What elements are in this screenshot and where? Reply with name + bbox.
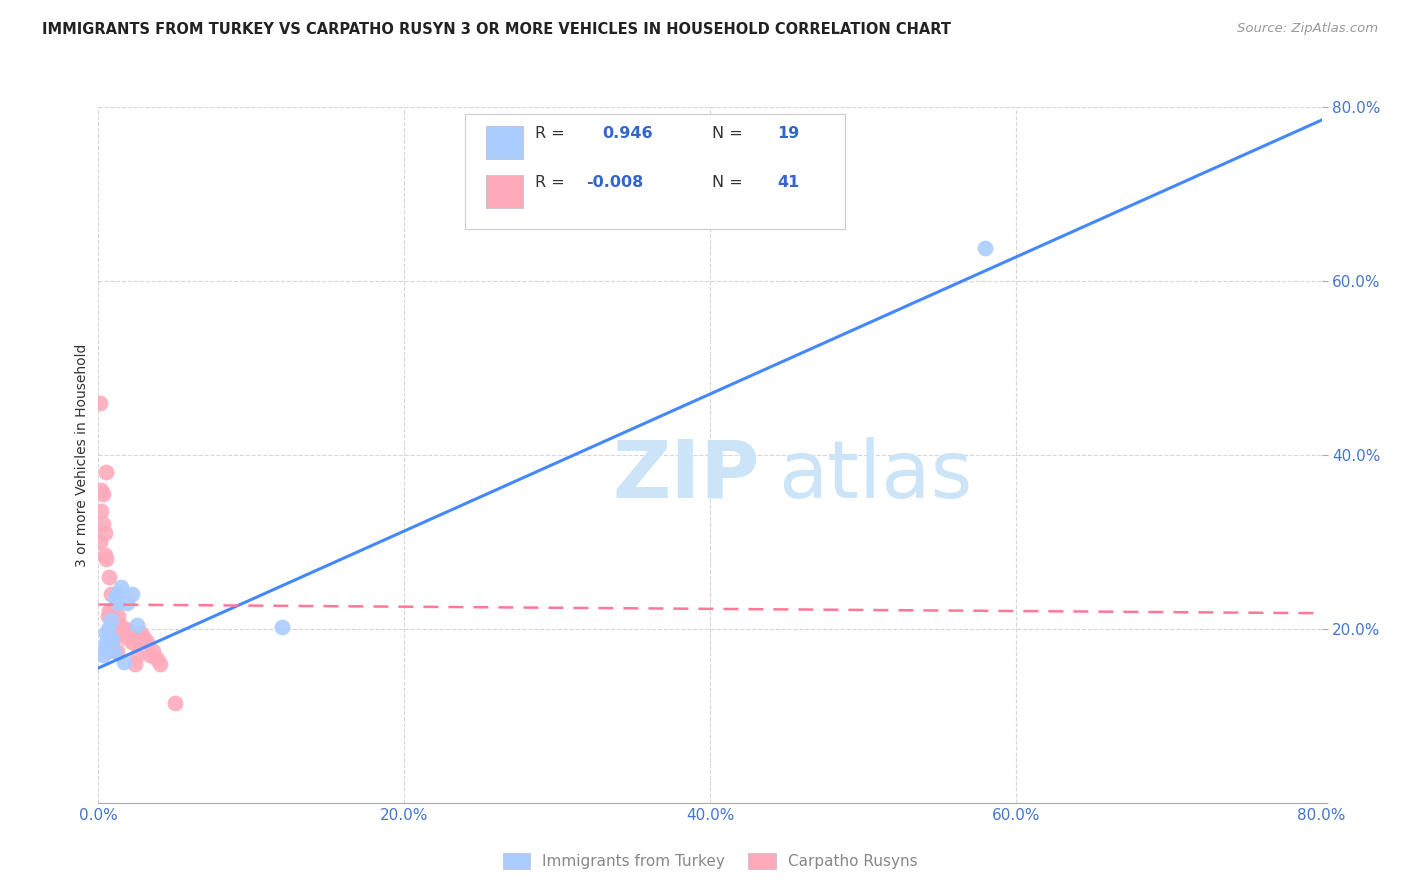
Point: [121, 587, 143, 601]
Point: [89, 396, 111, 410]
Point: [90, 504, 112, 518]
Point: [128, 635, 150, 649]
Text: N =: N =: [713, 175, 748, 189]
Point: [110, 580, 132, 594]
Point: [89, 534, 111, 549]
Point: [118, 626, 141, 640]
Point: [103, 643, 125, 657]
Point: [149, 657, 172, 671]
Point: [91, 648, 114, 662]
Point: [93, 640, 115, 655]
Point: [107, 608, 129, 623]
Point: [121, 635, 143, 649]
Point: [111, 626, 134, 640]
Point: [270, 620, 292, 634]
Point: [94, 552, 117, 566]
Point: [97, 608, 120, 623]
Text: N =: N =: [713, 126, 748, 141]
Text: -0.008: -0.008: [586, 175, 644, 189]
Point: [103, 613, 125, 627]
Text: R =: R =: [536, 175, 569, 189]
Point: [124, 657, 146, 671]
FancyBboxPatch shape: [486, 175, 523, 208]
Text: 0.946: 0.946: [602, 126, 652, 141]
Point: [139, 648, 162, 662]
Point: [142, 643, 165, 657]
Text: 41: 41: [778, 175, 800, 189]
Point: [117, 631, 139, 645]
Point: [974, 241, 997, 255]
Point: [108, 617, 131, 632]
Point: [100, 613, 122, 627]
Point: [105, 626, 128, 640]
Point: [104, 591, 127, 606]
Point: [104, 622, 127, 636]
Point: [163, 696, 186, 710]
Point: [115, 622, 138, 636]
Point: [98, 631, 121, 645]
Point: [112, 655, 135, 669]
Point: [100, 622, 122, 636]
Point: [125, 617, 148, 632]
Point: [105, 643, 128, 657]
Text: 19: 19: [778, 126, 800, 141]
Text: Source: ZipAtlas.com: Source: ZipAtlas.com: [1237, 22, 1378, 36]
Text: IMMIGRANTS FROM TURKEY VS CARPATHO RUSYN 3 OR MORE VEHICLES IN HOUSEHOLD CORRELA: IMMIGRANTS FROM TURKEY VS CARPATHO RUSYN…: [42, 22, 952, 37]
FancyBboxPatch shape: [486, 126, 523, 159]
Point: [94, 635, 117, 649]
Point: [98, 570, 121, 584]
Point: [93, 548, 115, 562]
Point: [100, 587, 122, 601]
Point: [125, 648, 148, 662]
Point: [98, 605, 121, 619]
Point: [91, 487, 114, 501]
Point: [93, 526, 115, 541]
Point: [90, 483, 112, 497]
Point: [97, 643, 120, 657]
Point: [103, 631, 125, 645]
Point: [94, 466, 117, 480]
Text: R =: R =: [536, 126, 569, 141]
Text: ZIP: ZIP: [612, 437, 759, 515]
Point: [101, 605, 124, 619]
Point: [134, 631, 156, 645]
Point: [129, 626, 152, 640]
Point: [145, 652, 167, 666]
Point: [105, 587, 128, 601]
FancyBboxPatch shape: [465, 114, 845, 229]
Point: [110, 622, 132, 636]
Point: [97, 622, 120, 636]
Point: [136, 635, 159, 649]
Point: [91, 517, 114, 532]
Point: [101, 632, 124, 647]
Point: [107, 596, 129, 610]
Text: atlas: atlas: [778, 437, 973, 515]
Point: [94, 626, 117, 640]
Point: [117, 596, 139, 610]
Legend: Immigrants from Turkey, Carpatho Rusyns: Immigrants from Turkey, Carpatho Rusyns: [496, 847, 924, 875]
Y-axis label: 3 or more Vehicles in Household: 3 or more Vehicles in Household: [76, 343, 90, 566]
